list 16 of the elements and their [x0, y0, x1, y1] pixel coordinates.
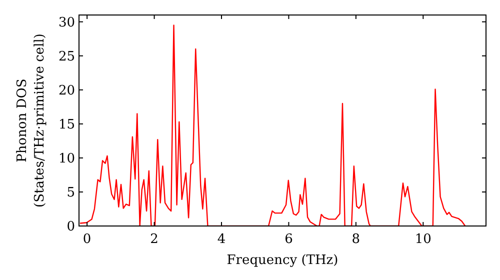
- x-tick-label: 6: [284, 232, 293, 247]
- y-tick-label: 10: [58, 151, 75, 166]
- y-axis-title: Phonon DOS (States/THz·primitive cell): [15, 33, 48, 208]
- x-tick-label: 0: [82, 232, 92, 247]
- y-tick-label: 25: [58, 49, 75, 64]
- x-tick-label: 10: [414, 232, 432, 247]
- x-tick-label: 8: [352, 232, 360, 247]
- x-tick-label: 4: [217, 232, 226, 247]
- x-axis-title: Frequency (THz): [226, 253, 338, 268]
- x-tick-label: 2: [150, 232, 158, 247]
- y-tick-label: 30: [58, 15, 75, 30]
- y-tick-label: 15: [58, 117, 75, 132]
- y-tick-label: 5: [66, 186, 75, 201]
- y-tick-label: 0: [66, 220, 75, 235]
- line-series: [79, 24, 466, 226]
- y-tick-label: 20: [58, 83, 75, 98]
